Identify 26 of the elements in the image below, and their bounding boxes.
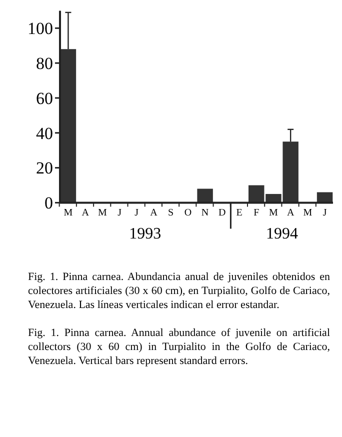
x-tick-label: J: [322, 208, 327, 219]
x-tick-label: M: [98, 208, 107, 219]
x-tick-label: D: [218, 208, 226, 219]
x-tick-label: A: [286, 208, 295, 219]
x-tick-label: A: [150, 208, 158, 219]
text: 1994: [266, 226, 298, 243]
x-tick-label: E: [236, 208, 242, 219]
x-tick-label: J: [134, 208, 139, 219]
x-tick-label: A: [82, 208, 90, 219]
x-tick-label: F: [254, 208, 260, 219]
y-tick-label: 100: [28, 19, 53, 38]
y-tick-label: 60: [36, 88, 53, 108]
x-tick-label: N: [201, 208, 209, 219]
y-tick-label: 20: [36, 158, 53, 178]
y-tick-label: 40: [36, 124, 53, 143]
x-tick-label: M: [303, 208, 312, 219]
x-tick-label: S: [168, 208, 174, 219]
x-tick-label: M: [269, 208, 278, 219]
caption: Fig. 1. Pinna carnea. Abundancia anual de juveniles obtenidos en colectores artificiales (30 x 60 cm), en Turpialito, Golfo de Cariaco, Venezuela. Las líneas verticales indican el error estandar.: [28, 270, 330, 312]
x-tick-label: O: [184, 208, 192, 219]
y-tick-label: 0: [44, 194, 53, 213]
y-tick-label: 80: [36, 54, 53, 74]
x-tick-label: M: [64, 208, 73, 219]
x-tick-label: J: [118, 208, 122, 219]
caption: Fig. 1. Pinna carnea. Annual abundance of juvenile on artificial collectors (30 x 60 cm) in Turpialito in the Golfo de Cariaco, Venezuela. Vertical bars represent standard errors.: [28, 326, 330, 368]
text: 1993: [129, 226, 162, 243]
